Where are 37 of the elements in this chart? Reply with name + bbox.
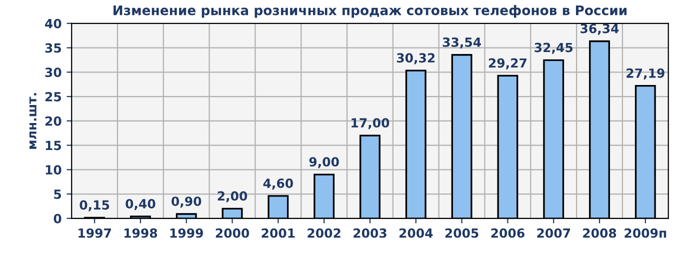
data-label: 2,00 <box>218 191 248 202</box>
data-label: 30,32 <box>396 53 435 64</box>
y-tick-label: 5 <box>54 190 62 199</box>
y-tick-label: 30 <box>45 68 62 78</box>
x-tick-label: 1998 <box>124 228 158 238</box>
x-tick-label: 2003 <box>354 228 386 238</box>
x-tick-label: 1999 <box>170 228 203 238</box>
y-axis-title: млн.шт. <box>30 93 36 149</box>
x-tick-label: 2006 <box>491 228 524 238</box>
y-tick-label: 15 <box>46 140 62 150</box>
y-tick-label: 40 <box>45 18 62 28</box>
x-tick-label: 2002 <box>308 228 340 238</box>
data-label: 32,45 <box>534 42 572 54</box>
data-label: 36,34 <box>580 24 619 35</box>
data-label: 9,00 <box>309 157 339 168</box>
y-tick-label: 35 <box>45 43 62 53</box>
x-tick-label: 2007 <box>537 228 570 238</box>
x-tick-label: 2004 <box>399 228 433 238</box>
data-label: 0,15 <box>80 200 110 212</box>
data-label: 4,60 <box>263 178 293 190</box>
chart-title: Изменение рынка розничных продаж сотовых телефонов в России <box>114 5 627 18</box>
x-tick-label: 1997 <box>78 228 111 238</box>
y-tick-label: 0 <box>54 214 62 224</box>
y-tick-label: 10 <box>46 165 62 175</box>
y-tick-label: 25 <box>45 92 62 102</box>
data-label: 0,40 <box>126 199 156 210</box>
x-tick-label: 2005 <box>445 228 478 238</box>
data-label: 27,19 <box>626 68 664 80</box>
data-label: 0,90 <box>172 196 202 208</box>
y-tick-label: 20 <box>45 116 62 126</box>
data-label: 17,00 <box>352 118 390 130</box>
x-tick-label: 2000 <box>216 228 250 238</box>
data-label: 33,54 <box>442 37 481 49</box>
x-tick-label: 2001 <box>262 228 295 238</box>
data-label: 29,27 <box>488 58 526 70</box>
x-tick-label: 2009п <box>624 228 666 238</box>
x-tick-label: 2008 <box>583 228 616 238</box>
